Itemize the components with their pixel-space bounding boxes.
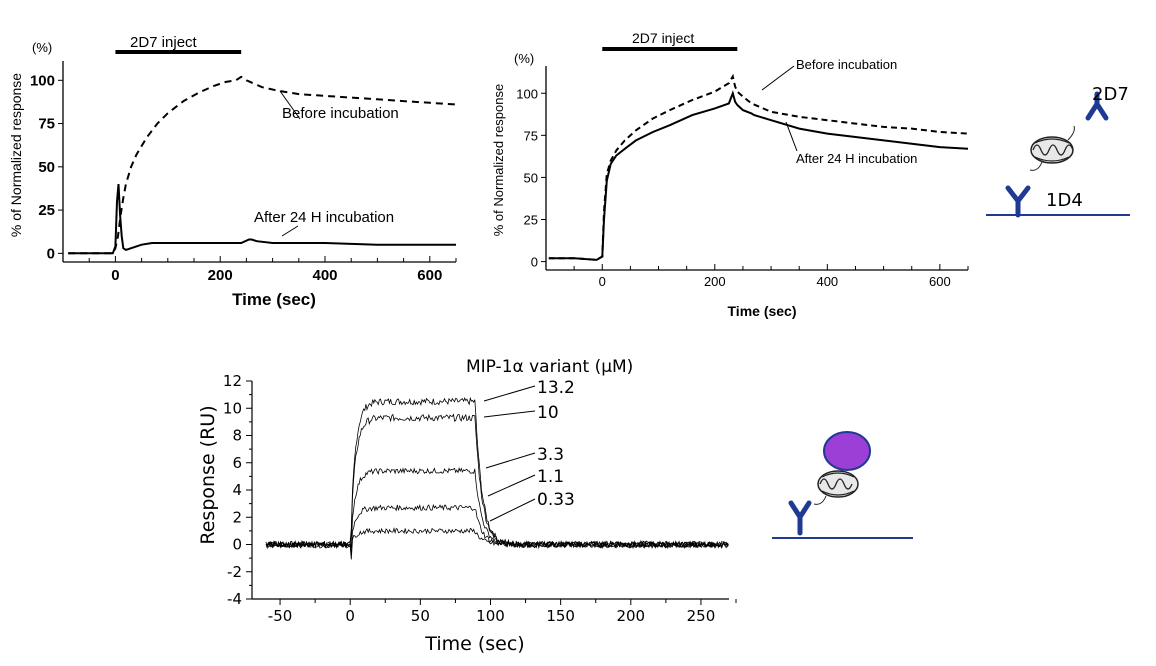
chart-before-after-left: (%) 0 200 400 600 0 25 50 75 100 2D7 inject Befo… — [8, 34, 457, 309]
y-tick-label: 100 — [30, 72, 55, 89]
y-tick-label: 25 — [38, 202, 55, 219]
y-tick-label: 75 — [38, 116, 55, 133]
y-tick-label: 4 — [232, 481, 242, 499]
y-tick-label: 75 — [524, 128, 538, 143]
x-tick-label: 200 — [208, 267, 233, 284]
x-axis-label: Time (sec) — [728, 303, 797, 319]
x-tick-label: 100 — [476, 607, 505, 625]
inject-label: 2D7 inject — [130, 34, 198, 51]
x-tick-label: 0 — [345, 607, 355, 625]
series-label-after: After 24 H incubation — [254, 209, 394, 226]
chart-title: MIP-1α variant (μM) — [466, 357, 633, 377]
concentration-leaders — [483, 385, 536, 522]
mip1a-ligand-icon — [823, 431, 871, 471]
inject-label: 2D7 inject — [632, 30, 694, 46]
series-label-before: Before incubation — [282, 105, 399, 122]
series-lines — [548, 73, 969, 261]
chart-mip1a-variant: MIP-1α variant (μM) -50 0 50 100 150 200 250-4… — [197, 357, 737, 655]
series-13-2 — [265, 396, 729, 550]
axes — [58, 61, 457, 263]
ccr5-receptor-icon — [813, 470, 859, 505]
y-tick-label: 100 — [516, 86, 538, 101]
series-1-1 — [266, 503, 729, 556]
antibody-icon — [788, 500, 812, 536]
series-3-3 — [265, 467, 729, 549]
x-tick-label: 250 — [687, 607, 716, 625]
y-tick-label: 0 — [531, 255, 538, 270]
y-tick-label: 50 — [38, 159, 55, 176]
y-tick-label: 0 — [47, 245, 55, 262]
y-tick-label: 2 — [232, 508, 242, 526]
x-tick-label: 400 — [816, 274, 838, 289]
tick-labels: 0 200 400 600 0 25 50 75 100 — [30, 72, 442, 284]
y-tick-label: 25 — [524, 213, 538, 228]
schematic-antibody-capture: 2D7 1D4 — [986, 84, 1130, 218]
y-unit-label: (%) — [32, 40, 52, 55]
y-tick-label: 50 — [524, 170, 538, 185]
conc-label-13-2: 13.2 — [537, 378, 575, 398]
y-axis-label: % of Normalized response — [8, 73, 24, 237]
y-tick-label: 8 — [232, 427, 242, 445]
y-axis-label: % of Normalized response — [491, 84, 506, 236]
axes — [246, 380, 737, 605]
conc-label-1-1: 1.1 — [537, 467, 564, 487]
x-tick-label: 600 — [929, 274, 951, 289]
x-tick-label: 150 — [546, 607, 575, 625]
series-lines — [68, 75, 457, 255]
x-tick-label: 600 — [417, 267, 442, 284]
x-axis-label: Time (sec) — [424, 633, 524, 655]
y-tick-label: 10 — [223, 399, 242, 417]
y-tick-label: -2 — [227, 563, 242, 581]
y-tick-label: 0 — [232, 536, 242, 554]
tick-labels: 0 200 400 600 0 25 50 75 100 — [516, 86, 950, 289]
series-before-incubation — [68, 75, 457, 255]
conc-label-3-3: 3.3 — [537, 445, 564, 465]
antibody-1d4-icon — [1005, 185, 1031, 218]
series-after-incubation — [68, 184, 456, 255]
chart-before-after-right: (%) 0 200 400 600 0 25 50 75 100 2D7 inject Befo… — [491, 30, 969, 319]
y-tick-label: -4 — [227, 590, 242, 608]
x-tick-label: 200 — [704, 274, 726, 289]
y-unit-label: (%) — [514, 51, 534, 66]
x-tick-label: 50 — [411, 607, 430, 625]
x-tick-label: 0 — [599, 274, 606, 289]
leader-before — [279, 90, 301, 120]
series-label-before: Before incubation — [796, 57, 897, 72]
conc-label-0-33: 0.33 — [537, 490, 575, 510]
series-label-after: After 24 H incubation — [796, 151, 917, 166]
y-axis-label: Response (RU) — [197, 405, 219, 544]
series-before-incubation — [548, 73, 969, 261]
y-tick-label: 12 — [223, 372, 242, 390]
x-tick-label: 200 — [616, 607, 645, 625]
series-0-33 — [265, 527, 729, 560]
leader-after — [785, 121, 798, 152]
label-2d7: 2D7 — [1092, 84, 1129, 105]
x-axis-label: Time (sec) — [232, 290, 316, 309]
y-tick-label: 6 — [232, 454, 242, 472]
leader-after — [281, 225, 299, 237]
x-tick-label: 0 — [111, 267, 119, 284]
series-10 — [265, 413, 729, 550]
x-tick-label: 400 — [312, 267, 337, 284]
label-1d4: 1D4 — [1046, 190, 1083, 211]
conc-label-10: 10 — [537, 403, 559, 423]
ccr5-receptor-icon — [1029, 125, 1075, 171]
axes — [541, 66, 969, 271]
series-lines — [265, 396, 729, 560]
leader-before — [761, 65, 795, 91]
tick-labels: -50 0 50 100 150 200 250 -4 -2 0 2 4 6 8 10 12 — [223, 372, 715, 625]
series-after-incubation — [548, 90, 969, 261]
x-tick-label: -50 — [268, 607, 293, 625]
antibody-2d7-icon — [1085, 91, 1109, 121]
schematic-chemokine-binding — [772, 431, 913, 539]
